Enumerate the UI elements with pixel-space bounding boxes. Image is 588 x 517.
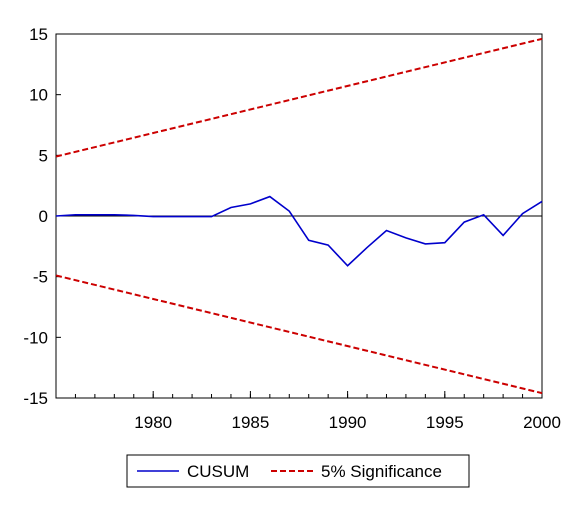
y-tick-label: 0 (39, 207, 48, 226)
x-tick-label: 1990 (329, 413, 367, 432)
x-tick-label: 1995 (426, 413, 464, 432)
y-tick-label: -10 (23, 328, 48, 347)
legend-label: 5% Significance (321, 462, 442, 481)
lower-significance-line (55, 274, 543, 395)
legend-label: CUSUM (187, 462, 249, 481)
y-tick-label: 5 (39, 146, 48, 165)
x-tick-label: 1980 (134, 413, 172, 432)
upper-significance-line (55, 37, 543, 158)
y-tick-label: -5 (33, 268, 48, 287)
x-tick-label: 2000 (523, 413, 561, 432)
cusum-line (55, 195, 543, 267)
y-tick-label: 15 (29, 25, 48, 44)
y-tick-label: -15 (23, 389, 48, 408)
y-tick-label: 10 (29, 86, 48, 105)
x-tick-label: 1985 (231, 413, 269, 432)
